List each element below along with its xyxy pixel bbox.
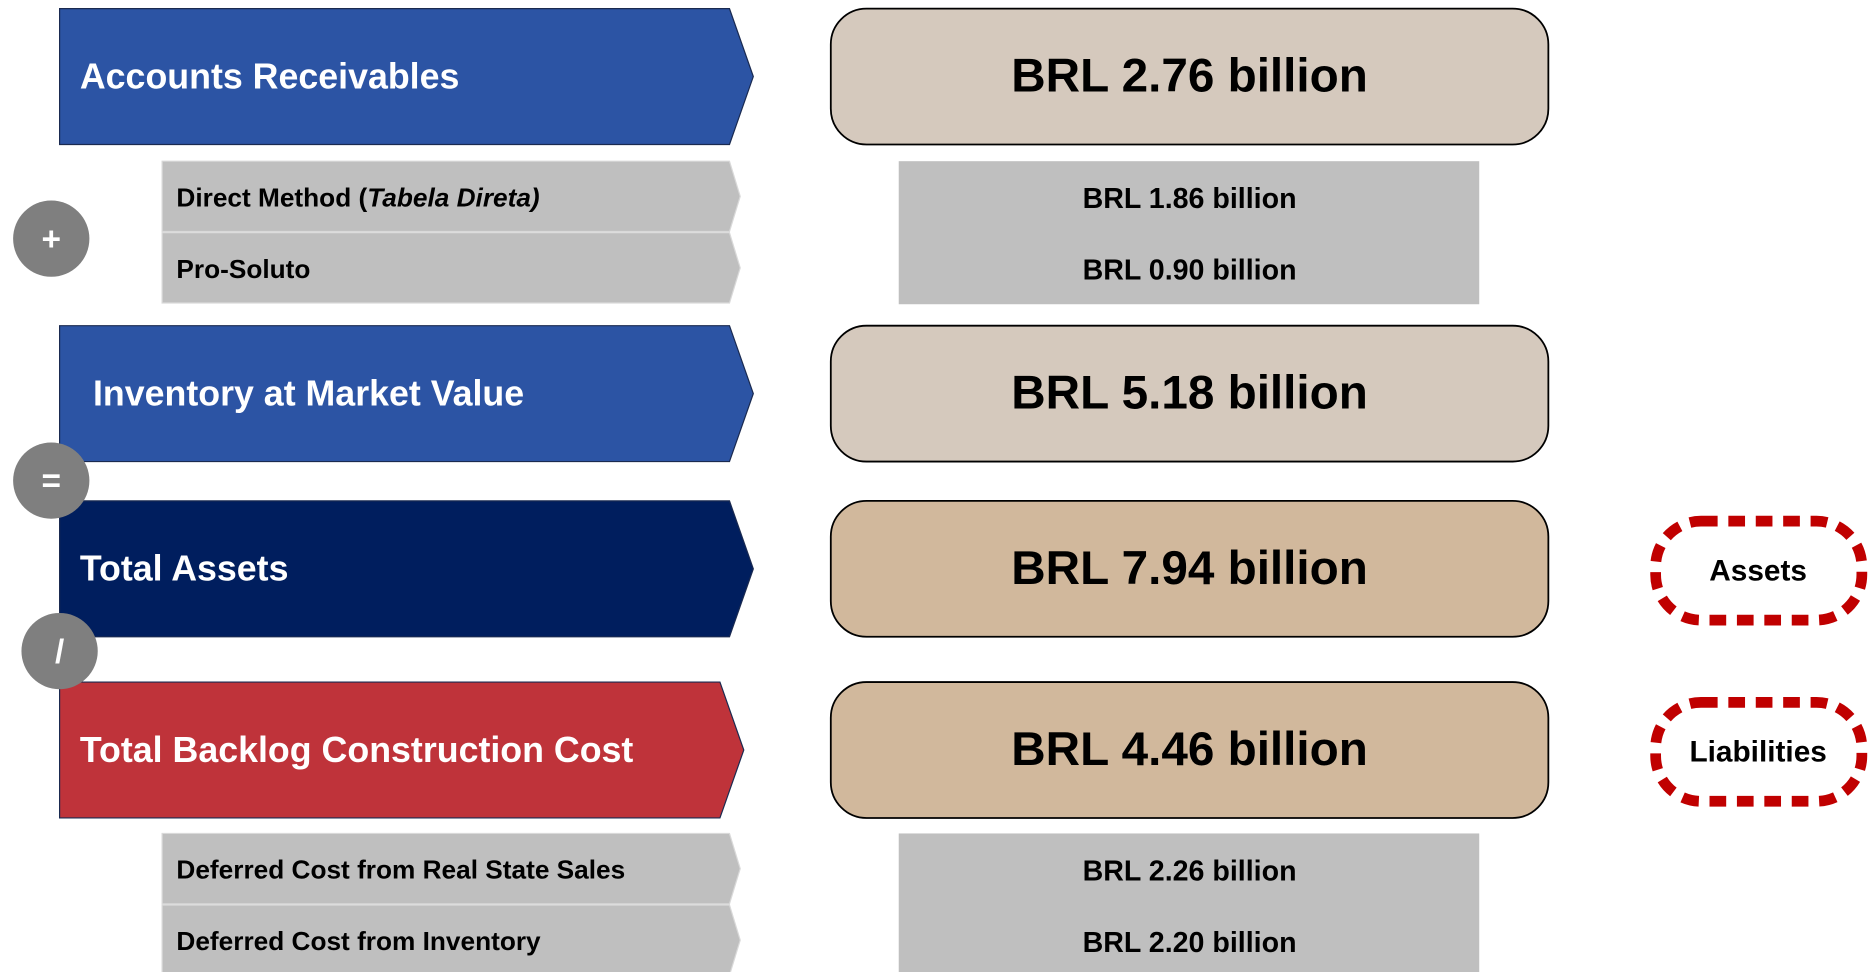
operator-circle: [13, 442, 90, 519]
sub-value: BRL 2.26 billion: [1083, 855, 1297, 887]
sub-label: Deferred Cost from Inventory: [176, 926, 541, 956]
banner-label: Total Backlog Construction Cost: [80, 730, 634, 770]
sub-label-text: Deferred Cost from Inventory: [176, 926, 541, 956]
sub-value: BRL 2.20 billion: [1083, 927, 1297, 959]
sub-label: Direct Method (Tabela Direta): [176, 182, 539, 212]
sub-value-box: [898, 833, 1480, 972]
value: BRL 4.46 billion: [1011, 723, 1368, 776]
value-box: [829, 324, 1550, 463]
value: BRL 5.18 billion: [1011, 367, 1368, 420]
operator-circle: [21, 612, 98, 690]
tag-label: Liabilities: [1689, 735, 1826, 768]
banner-label: Accounts Receivables: [80, 56, 460, 96]
banner-label: Total Assets: [80, 549, 289, 589]
operator-circle: [13, 200, 90, 277]
sub-label: Pro-Soluto: [176, 254, 310, 284]
value-box: [829, 7, 1550, 146]
sub-label-text: Pro-Soluto: [176, 254, 310, 284]
sub-value-box: [898, 161, 1480, 305]
operator: /: [55, 633, 64, 670]
sub-banner: [161, 832, 741, 905]
tag-label: Assets: [1709, 554, 1807, 587]
sub-banner: [161, 160, 741, 233]
value: BRL 7.94 billion: [1011, 542, 1368, 595]
sub-value: BRL 1.86 billion: [1083, 183, 1297, 215]
tag-box: [1650, 696, 1868, 807]
operator: =: [42, 463, 61, 500]
tag-box: [1650, 515, 1868, 626]
banner: [59, 325, 754, 463]
banner: [59, 681, 745, 819]
value-box: [829, 681, 1550, 819]
sub-label-text: Deferred Cost from Real State Sales: [176, 855, 625, 885]
sub-label: Deferred Cost from Real State Sales: [176, 855, 625, 885]
sub-banner: [161, 232, 741, 304]
sub-value: BRL 0.90 billion: [1083, 255, 1297, 287]
sub-banner: [161, 904, 741, 972]
sub-label-italic: Tabela Direta): [367, 182, 539, 212]
value-box: [829, 500, 1550, 638]
value: BRL 2.76 billion: [1011, 50, 1368, 103]
banner: [59, 8, 754, 146]
banner-label: Inventory at Market Value: [93, 373, 524, 413]
sub-label-text: Direct Method (: [176, 182, 367, 212]
operator: +: [42, 221, 61, 258]
